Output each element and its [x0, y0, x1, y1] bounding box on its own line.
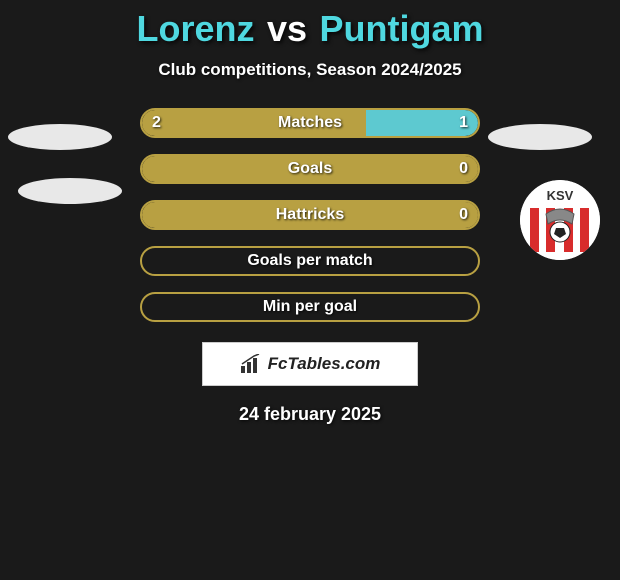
- stat-value-right: 0: [459, 206, 468, 224]
- stat-row-matches: Matches2 1: [0, 108, 620, 138]
- stat-value-right: 1: [459, 114, 468, 132]
- stat-bar: Min per goal: [140, 292, 480, 322]
- stat-bar: Hattricks0: [140, 200, 480, 230]
- footer-date: 24 february 2025: [0, 404, 620, 425]
- comparison-title: Lorenz vs Puntigam: [0, 0, 620, 50]
- stat-label: Goals: [142, 160, 478, 178]
- vs-separator: vs: [267, 8, 307, 50]
- brand-banner[interactable]: FcTables.com: [202, 342, 418, 386]
- stat-row-min-per-goal: Min per goal: [0, 292, 620, 322]
- stat-bar: Goals0: [140, 154, 480, 184]
- stat-row-goals-per-match: Goals per match: [0, 246, 620, 276]
- bar-chart-icon: [240, 354, 262, 374]
- player-right-name: Puntigam: [319, 8, 483, 50]
- stat-value-left: 2: [152, 114, 161, 132]
- stat-label: Min per goal: [142, 298, 478, 316]
- stat-bar: Goals per match: [140, 246, 480, 276]
- stat-label: Matches: [142, 114, 478, 132]
- stat-bar: Matches2 1: [140, 108, 480, 138]
- player-left-name: Lorenz: [137, 8, 255, 50]
- club-badge-right: KSV: [520, 180, 600, 260]
- stat-label: Hattricks: [142, 206, 478, 224]
- subtitle: Club competitions, Season 2024/2025: [0, 60, 620, 80]
- brand-text: FcTables.com: [268, 354, 381, 374]
- ksv-badge-icon: KSV: [520, 180, 600, 260]
- svg-text:KSV: KSV: [547, 188, 574, 203]
- stat-row-goals: Goals0: [0, 154, 620, 184]
- stat-label: Goals per match: [142, 252, 478, 270]
- stat-value-right: 0: [459, 160, 468, 178]
